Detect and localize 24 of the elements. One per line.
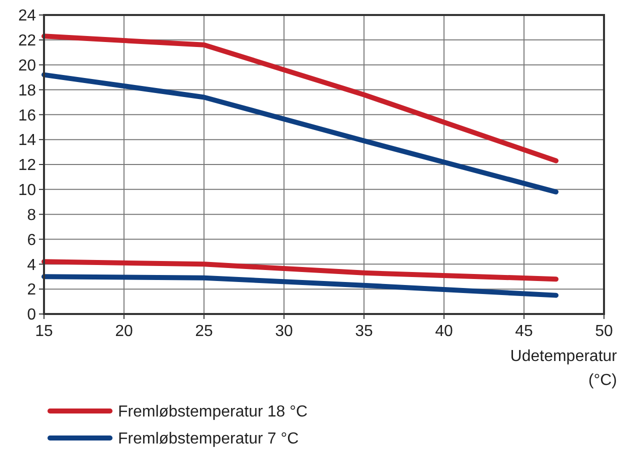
x-tick-label: 35 (355, 323, 373, 340)
y-tick-label: 22 (18, 32, 36, 50)
legend-label: Fremløbstemperatur 7 °C (118, 430, 299, 448)
y-tick-label: 10 (18, 182, 36, 200)
y-tick-label: 2 (27, 282, 36, 299)
x-tick-label: 50 (595, 323, 613, 340)
y-tick-label: 16 (18, 107, 36, 124)
x-axis-title: Udetemperatur (°C) (510, 348, 618, 389)
y-tick-label: 14 (18, 132, 36, 150)
legend-label: Fremløbstemperatur 18 °C (118, 404, 308, 421)
y-tick-label: 20 (18, 57, 36, 74)
y-tick-label: 4 (27, 256, 36, 274)
x-tick-label: 40 (435, 323, 453, 340)
x-tick-label: 15 (35, 323, 53, 340)
y-tick-label: 12 (18, 157, 36, 174)
y-tick-label: 0 (27, 306, 36, 324)
y-tick-label: 24 (18, 8, 36, 25)
y-tick-label: 18 (18, 82, 36, 100)
y-tick-label: 6 (27, 232, 36, 249)
x-tick-label: 25 (195, 323, 213, 340)
y-tick-label: 8 (27, 206, 36, 224)
x-tick-label: 45 (515, 323, 533, 340)
x-tick-label: 20 (115, 323, 133, 340)
x-tick-label: 30 (275, 323, 293, 340)
